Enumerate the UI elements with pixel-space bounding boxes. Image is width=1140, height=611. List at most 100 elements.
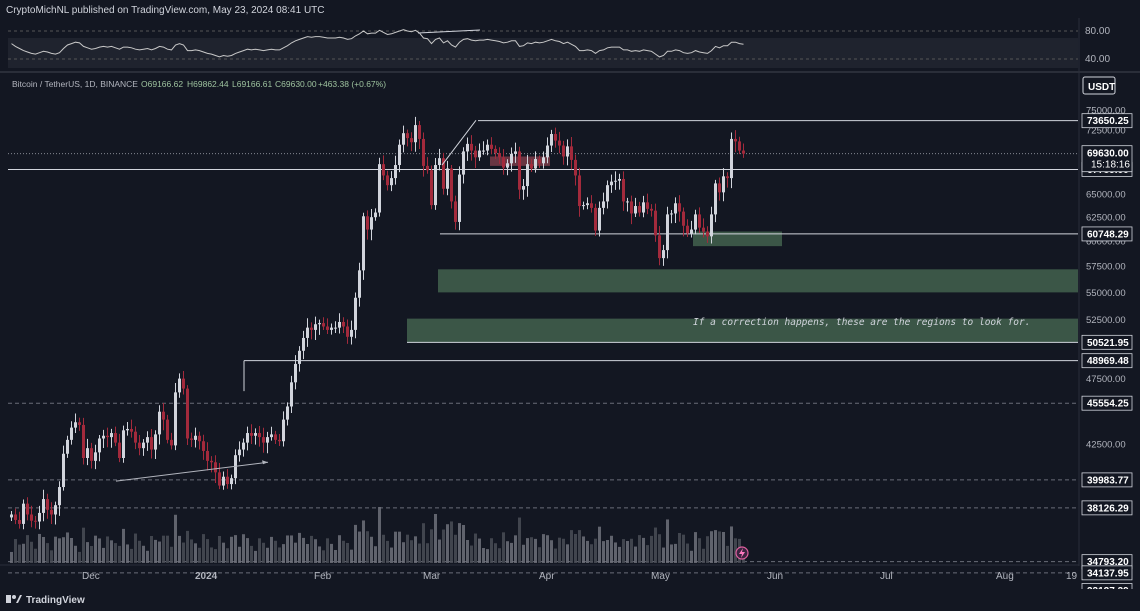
logo-bar bbox=[6, 595, 11, 603]
time-tick-8: Aug bbox=[996, 571, 1014, 582]
candle-body-36 bbox=[154, 434, 157, 450]
candle-body-27 bbox=[118, 442, 121, 459]
event-marker-icon[interactable] bbox=[735, 546, 749, 560]
volume-bar-139 bbox=[566, 544, 569, 563]
candle-body-103 bbox=[422, 138, 425, 166]
volume-bar-87 bbox=[358, 531, 361, 563]
logo-dot bbox=[12, 595, 16, 599]
volume-bar-146 bbox=[594, 538, 597, 563]
volume-bar-36 bbox=[154, 539, 157, 563]
volume-bar-141 bbox=[574, 534, 577, 563]
volume-bar-19 bbox=[86, 542, 89, 563]
candle-body-69 bbox=[286, 406, 289, 420]
candle-body-150 bbox=[610, 181, 613, 186]
volume-bar-66 bbox=[274, 540, 277, 563]
candle-body-178 bbox=[722, 176, 725, 193]
volume-bar-114 bbox=[466, 540, 469, 563]
volume-bar-52 bbox=[218, 536, 221, 563]
candle-body-52 bbox=[218, 472, 221, 486]
candle-body-20 bbox=[90, 448, 93, 461]
volume-bar-106 bbox=[434, 514, 437, 563]
volume-bar-135 bbox=[550, 540, 553, 563]
currency-badge-box[interactable] bbox=[1082, 76, 1116, 95]
candle-body-5 bbox=[30, 514, 33, 521]
price-axis[interactable]: 75000.00 72500.00 65000.00 62500.00 60000.00… bbox=[1086, 106, 1126, 451]
candle-body-32 bbox=[138, 442, 141, 449]
candle-body-121 bbox=[494, 148, 497, 154]
price-tick-7: 52500.00 bbox=[1086, 315, 1126, 326]
volume-bar-64 bbox=[266, 547, 269, 563]
price-tick-4: 60000.00 bbox=[1086, 237, 1126, 248]
candle-body-34 bbox=[146, 437, 149, 443]
volume-bar-132 bbox=[538, 547, 541, 563]
volume-bar-108 bbox=[442, 529, 445, 563]
volume-bar-9 bbox=[46, 543, 49, 563]
volume-bar-27 bbox=[118, 545, 121, 563]
candle-body-127 bbox=[518, 151, 521, 190]
candle-body-102 bbox=[418, 125, 421, 139]
candle-body-40 bbox=[170, 439, 173, 446]
volume-bar-85 bbox=[350, 549, 353, 563]
candle-body-125 bbox=[510, 153, 513, 164]
candle-body-30 bbox=[130, 428, 133, 432]
volume-bar-35 bbox=[150, 536, 153, 563]
level-label-box-7 bbox=[1081, 500, 1133, 516]
time-tick-6: Jun bbox=[767, 571, 783, 582]
candle-body-45 bbox=[190, 438, 193, 440]
volume-bar-176 bbox=[714, 530, 717, 563]
candle-body-95 bbox=[390, 178, 393, 186]
volume-bar-55 bbox=[230, 536, 233, 563]
volume-bar-160 bbox=[650, 535, 653, 563]
volume-bar-144 bbox=[586, 540, 589, 563]
rsi-band bbox=[8, 38, 1078, 68]
volume-bar-2 bbox=[18, 544, 21, 563]
candle-body-153 bbox=[622, 178, 625, 202]
time-tick-4: Apr bbox=[539, 571, 555, 582]
volume-bar-82 bbox=[338, 535, 341, 563]
volume-bar-29 bbox=[126, 544, 129, 563]
candle-body-166 bbox=[674, 203, 677, 214]
volume-bar-113 bbox=[462, 525, 465, 563]
candle-body-4 bbox=[26, 503, 29, 515]
candle-body-17 bbox=[78, 422, 81, 425]
volume-bar-119 bbox=[486, 549, 489, 563]
candle-body-148 bbox=[602, 201, 605, 208]
volume-bar-134 bbox=[546, 535, 549, 563]
volume-bar-167 bbox=[678, 533, 681, 563]
candle-body-35 bbox=[150, 437, 153, 450]
candle-body-83 bbox=[342, 321, 345, 327]
volume-bar-93 bbox=[382, 534, 385, 563]
candle-body-172 bbox=[698, 214, 701, 228]
candle-body-7 bbox=[38, 512, 41, 522]
candle-body-176 bbox=[714, 183, 717, 215]
legend-low: L69166.61 bbox=[232, 79, 272, 89]
volume-bar-22 bbox=[98, 538, 101, 563]
candle-body-106 bbox=[434, 165, 437, 206]
candle-body-122 bbox=[498, 153, 501, 158]
candle-body-47 bbox=[198, 435, 201, 442]
currency-badge[interactable]: USDT bbox=[1082, 76, 1116, 95]
volume-bar-61 bbox=[254, 550, 257, 563]
volume-bar-28 bbox=[122, 528, 125, 563]
volume-bar-111 bbox=[454, 534, 457, 563]
volume-bar-162 bbox=[658, 534, 661, 563]
volume-bar-155 bbox=[630, 538, 633, 563]
candle-body-25 bbox=[110, 433, 113, 438]
volume-bar-164 bbox=[666, 519, 669, 563]
candle-body-0 bbox=[10, 514, 13, 518]
volume-bar-124 bbox=[506, 541, 509, 563]
candle-body-99 bbox=[406, 133, 409, 139]
volume-bar-125 bbox=[510, 542, 513, 563]
candle-body-126 bbox=[514, 151, 517, 154]
time-axis[interactable]: Dec 2024 Feb Mar Apr May Jun Jul Aug 19 bbox=[82, 571, 1078, 582]
candle-body-37 bbox=[158, 411, 161, 435]
volume-bar-75 bbox=[310, 535, 313, 563]
volume-bar-170 bbox=[690, 550, 693, 563]
currency-label[interactable]: USDT bbox=[1088, 82, 1115, 93]
support-zone-lower bbox=[407, 318, 1078, 343]
candle-body-11 bbox=[54, 505, 57, 515]
candle-body-87 bbox=[358, 270, 361, 298]
candle-body-96 bbox=[394, 165, 397, 179]
candle-body-93 bbox=[382, 164, 385, 176]
candle-body-38 bbox=[162, 411, 165, 420]
